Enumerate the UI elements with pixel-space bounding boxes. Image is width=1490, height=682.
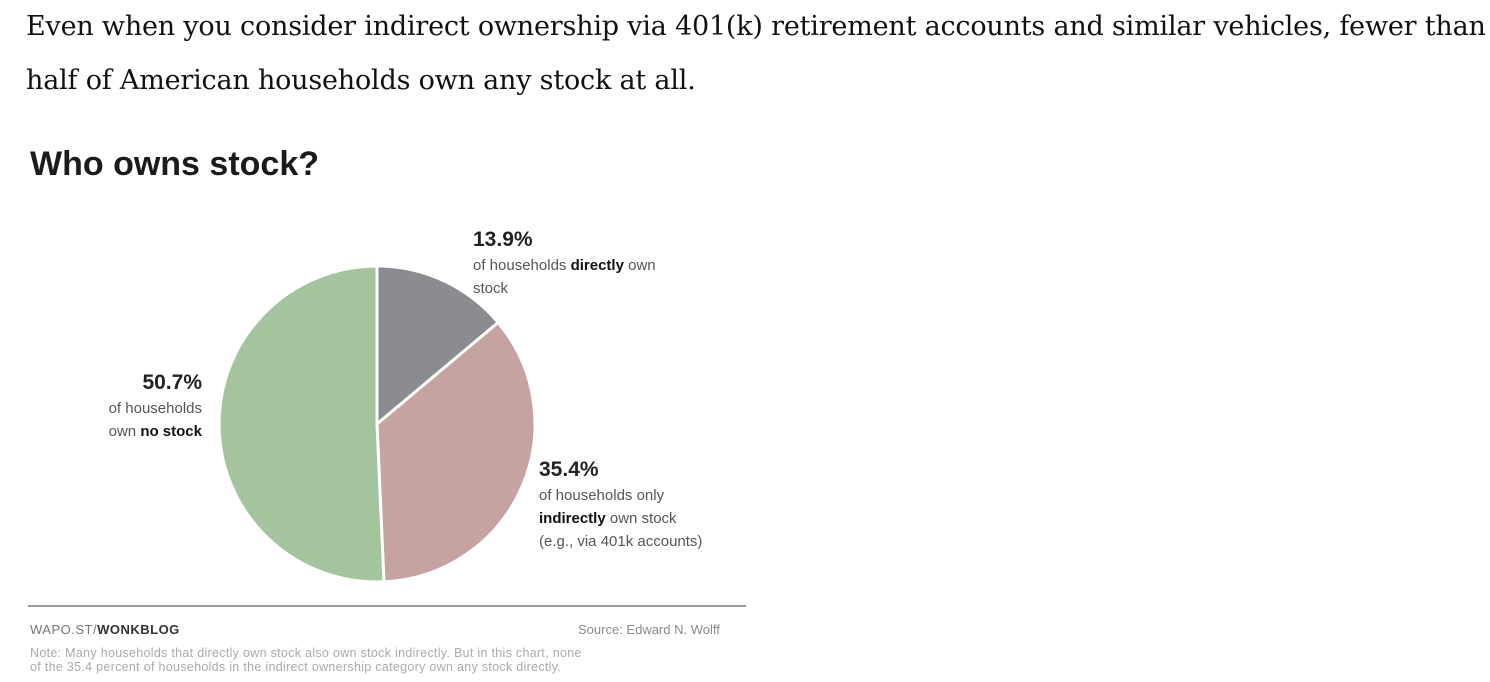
- pie-slice-indirect: [375, 321, 537, 584]
- slice-label-direct: 13.9% of households directly own stock: [473, 226, 656, 300]
- pie-slice-direct: [375, 264, 500, 426]
- intro-line-1: Even when you consider indirect ownershi…: [26, 11, 1486, 42]
- slice-desc-indirect-line1: of households only: [539, 487, 665, 504]
- slice-desc-indirect-line3: (e.g., via 401k accounts): [539, 533, 703, 550]
- slice-pct-indirect: 35.4%: [539, 458, 599, 481]
- footer-note-line-2: of the 35.4 percent of households in the…: [30, 660, 562, 674]
- slice-desc-none-pre: own: [108, 423, 137, 440]
- footer-source: Source: Edward N. Wolff: [578, 622, 720, 637]
- slice-desc-indirect-post: own stock: [609, 510, 677, 527]
- footer-site-brand: WONKBLOG: [97, 622, 180, 637]
- chart-title: Who owns stock?: [30, 145, 319, 183]
- slice-desc-direct-post: own: [628, 257, 656, 274]
- slice-desc-direct-line2: stock: [473, 280, 509, 297]
- intro-line-2: half of American households own any stoc…: [26, 65, 696, 96]
- slice-desc-direct-bold: directly: [570, 257, 624, 274]
- slice-desc-none-line1: of households: [108, 400, 202, 417]
- slice-desc-indirect-bold: indirectly: [539, 510, 606, 527]
- slice-label-none: 50.7% of households own no stock: [82, 369, 202, 443]
- pie-slice-none: [217, 264, 386, 584]
- slice-desc-none-bold: no stock: [140, 423, 202, 440]
- slice-desc-direct-pre: of households: [473, 257, 567, 274]
- intro-paragraph: Even when you consider indirect ownershi…: [26, 0, 1486, 108]
- footer-note: Note: Many households that directly own …: [30, 646, 746, 674]
- slice-pct-none: 50.7%: [142, 371, 202, 394]
- footer-site-prefix: WAPO.ST/: [30, 622, 98, 637]
- footer-site: WAPO.ST/WONKBLOG: [30, 622, 180, 637]
- slice-label-indirect: 35.4% of households only indirectly own …: [539, 456, 702, 553]
- slice-pct-direct: 13.9%: [473, 228, 533, 251]
- footer-divider: [28, 605, 746, 607]
- footer-note-line-1: Note: Many households that directly own …: [30, 646, 582, 660]
